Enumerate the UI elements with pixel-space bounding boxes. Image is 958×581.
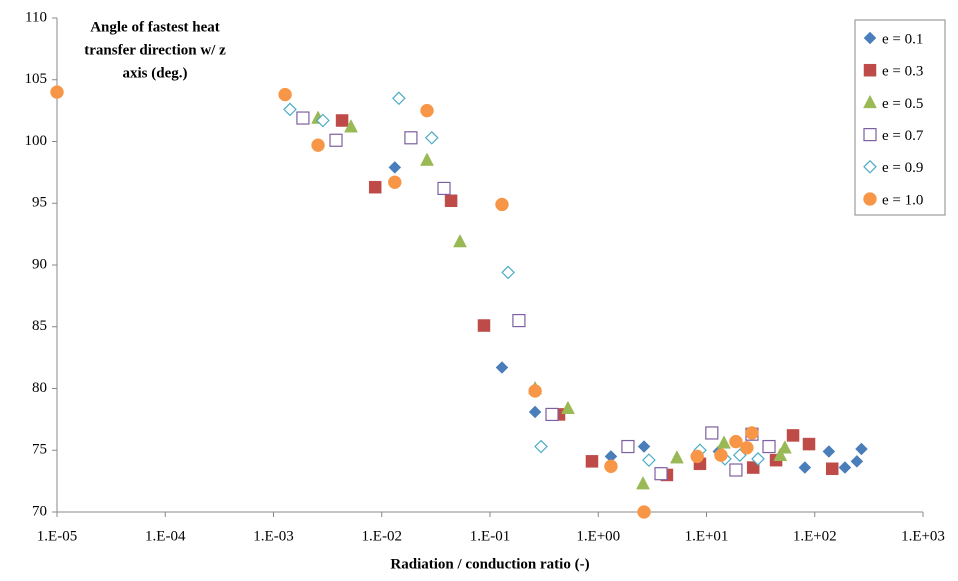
y-tick-label: 80	[32, 380, 47, 396]
point	[368, 180, 382, 194]
point	[636, 476, 650, 490]
point	[604, 459, 618, 474]
x-tick-label: 1.E-03	[253, 528, 293, 544]
legend-label: e = 0.5	[882, 96, 923, 112]
point	[786, 429, 800, 442]
legend-marker	[863, 159, 877, 174]
point	[278, 87, 292, 102]
point	[705, 426, 719, 440]
legend-marker	[863, 94, 877, 109]
point	[335, 114, 349, 127]
point	[855, 442, 868, 456]
point	[311, 138, 325, 152]
point	[50, 85, 64, 99]
legend	[854, 19, 946, 216]
legend-label: e = 0.1	[882, 31, 923, 47]
point	[534, 439, 548, 454]
x-tick-label: 1.E-01	[470, 528, 510, 544]
point	[495, 361, 509, 374]
x-tick-label: 1.E+02	[793, 528, 837, 544]
point	[495, 197, 509, 212]
point	[621, 439, 635, 454]
point	[745, 426, 759, 440]
point	[424, 130, 439, 145]
chart-title: Angle of fastest heat	[90, 19, 220, 35]
point	[802, 437, 816, 451]
point	[740, 441, 754, 455]
point	[528, 405, 542, 419]
legend-label: e = 0.9	[882, 160, 923, 176]
point	[670, 450, 684, 464]
point	[746, 461, 760, 474]
chart-title: axis (deg.)	[123, 65, 188, 81]
legend-label: e = 0.7	[882, 128, 924, 144]
x-tick-label: 1.E+00	[576, 528, 620, 544]
point	[654, 467, 668, 481]
point	[283, 102, 297, 117]
point	[477, 319, 491, 332]
legend-marker	[863, 128, 877, 142]
point	[501, 265, 515, 280]
x-tick-label: 1.E+01	[685, 528, 729, 544]
point	[729, 434, 743, 449]
point	[453, 233, 467, 248]
point	[388, 161, 402, 174]
y-tick-label: 110	[25, 9, 47, 25]
point	[512, 313, 526, 328]
point	[344, 119, 358, 133]
point	[838, 461, 852, 474]
point	[296, 111, 310, 125]
y-tick-label: 90	[32, 256, 47, 272]
point	[822, 445, 836, 458]
point	[545, 407, 559, 422]
point	[637, 440, 651, 453]
y-tick-label: 95	[32, 195, 47, 211]
x-tick-label: 1.E-05	[37, 528, 77, 544]
y-tick-label: 100	[25, 133, 48, 149]
y-tick-label: 85	[32, 318, 47, 334]
point	[437, 181, 451, 196]
point	[637, 505, 651, 519]
x-tick-label: 1.E-02	[362, 528, 402, 544]
point	[561, 400, 575, 415]
legend-label: e = 0.3	[882, 64, 923, 80]
point	[777, 440, 792, 454]
point	[329, 133, 343, 147]
point	[642, 453, 656, 467]
point	[316, 113, 330, 128]
x-tick-label: 1.E+03	[901, 528, 945, 544]
legend-marker	[863, 63, 877, 77]
x-axis-label: Radiation / conduction ratio (-)	[390, 556, 589, 572]
point	[690, 449, 704, 464]
point	[825, 462, 839, 476]
point	[404, 131, 418, 145]
y-tick-label: 105	[25, 71, 48, 87]
point	[420, 103, 434, 118]
point	[850, 455, 864, 468]
point	[762, 439, 776, 454]
point	[528, 384, 542, 398]
point	[714, 448, 728, 462]
point	[717, 435, 731, 449]
legend-label: e = 1.0	[882, 192, 923, 208]
point	[444, 194, 458, 208]
point	[798, 461, 812, 474]
point	[388, 175, 402, 190]
chart-title: transfer direction w/ z	[84, 42, 226, 58]
y-tick-label: 70	[32, 503, 47, 519]
point	[773, 447, 788, 461]
y-tick-label: 75	[32, 442, 47, 458]
point	[751, 452, 765, 466]
legend-marker	[863, 31, 877, 45]
legend-marker	[863, 192, 877, 206]
point	[729, 463, 743, 477]
x-tick-label: 1.E-04	[145, 528, 186, 544]
point	[392, 91, 406, 106]
point	[420, 152, 434, 166]
point	[585, 455, 599, 468]
